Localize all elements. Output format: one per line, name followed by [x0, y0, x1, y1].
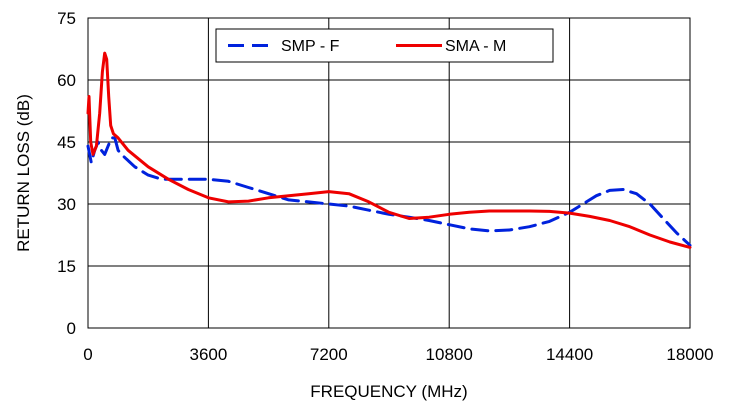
x-axis-title: FREQUENCY (MHz) [310, 382, 467, 401]
legend-label-sma-m: SMA - M [445, 38, 506, 55]
x-tick-label: 10800 [426, 345, 473, 364]
legend-box [215, 28, 554, 63]
legend: SMP - F SMA - M [215, 28, 554, 63]
legend-label-smp-f: SMP - F [281, 38, 340, 55]
y-tick-label: 15 [57, 257, 76, 276]
x-tick-label: 18000 [666, 345, 713, 364]
y-tick-label: 30 [57, 195, 76, 214]
x-tick-label: 14400 [546, 345, 593, 364]
x-tick-label: 3600 [189, 345, 227, 364]
x-tick-label: 0 [83, 345, 92, 364]
y-tick-label: 0 [67, 319, 76, 338]
y-axis-title: RETURN LOSS (dB) [14, 94, 33, 252]
plot-area-frame [87, 17, 691, 329]
tick-label-layer: 0 3600 7200 10800 14400 18000 0 15 30 45 60 75 [57, 9, 714, 364]
grid-layer [87, 17, 691, 329]
y-tick-label: 45 [57, 133, 76, 152]
series-line-smp-f [86, 136, 692, 247]
series-layer [86, 51, 692, 249]
y-tick-label: 75 [57, 9, 76, 28]
series-line-sma-m [86, 51, 692, 249]
x-tick-label: 7200 [310, 345, 348, 364]
y-tick-label: 60 [57, 71, 76, 90]
